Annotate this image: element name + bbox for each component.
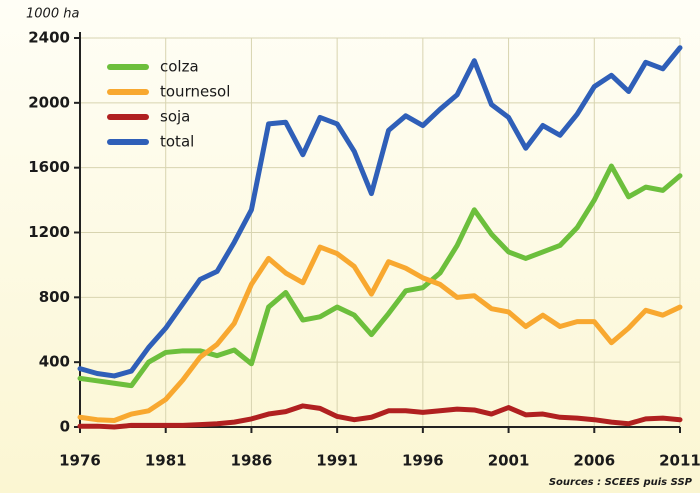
x-tick-label: 2001 (488, 452, 530, 470)
x-tick-label: 2011 (659, 452, 700, 470)
y-tick-label: 2400 (28, 29, 70, 47)
x-tick-label: 1996 (402, 452, 444, 470)
x-tick-label: 1976 (59, 452, 101, 470)
x-tick-label: 1986 (231, 452, 273, 470)
y-tick-label: 2000 (28, 93, 70, 111)
x-tick-label: 2006 (573, 452, 615, 470)
series-line (77, 403, 683, 430)
y-tick-label: 800 (39, 288, 70, 306)
series-line (77, 45, 683, 379)
series-line (77, 244, 683, 424)
legend-label: total (160, 133, 194, 151)
legend-label: colza (160, 58, 199, 76)
source: Sources : SCEES puis SSP (549, 477, 693, 488)
y-tick-label: 1600 (28, 158, 70, 176)
x-tick-label: 1991 (316, 452, 358, 470)
y-unit-label: 1000 ha (26, 7, 79, 22)
y-tick-label: 0 (60, 418, 70, 436)
y-tick-label: 400 (39, 353, 70, 371)
series-line (77, 163, 683, 389)
legend-label: tournesol (160, 83, 230, 101)
legend-label: soja (160, 108, 190, 126)
x-tick-label: 1981 (145, 452, 187, 470)
y-tick-label: 1200 (28, 223, 70, 241)
